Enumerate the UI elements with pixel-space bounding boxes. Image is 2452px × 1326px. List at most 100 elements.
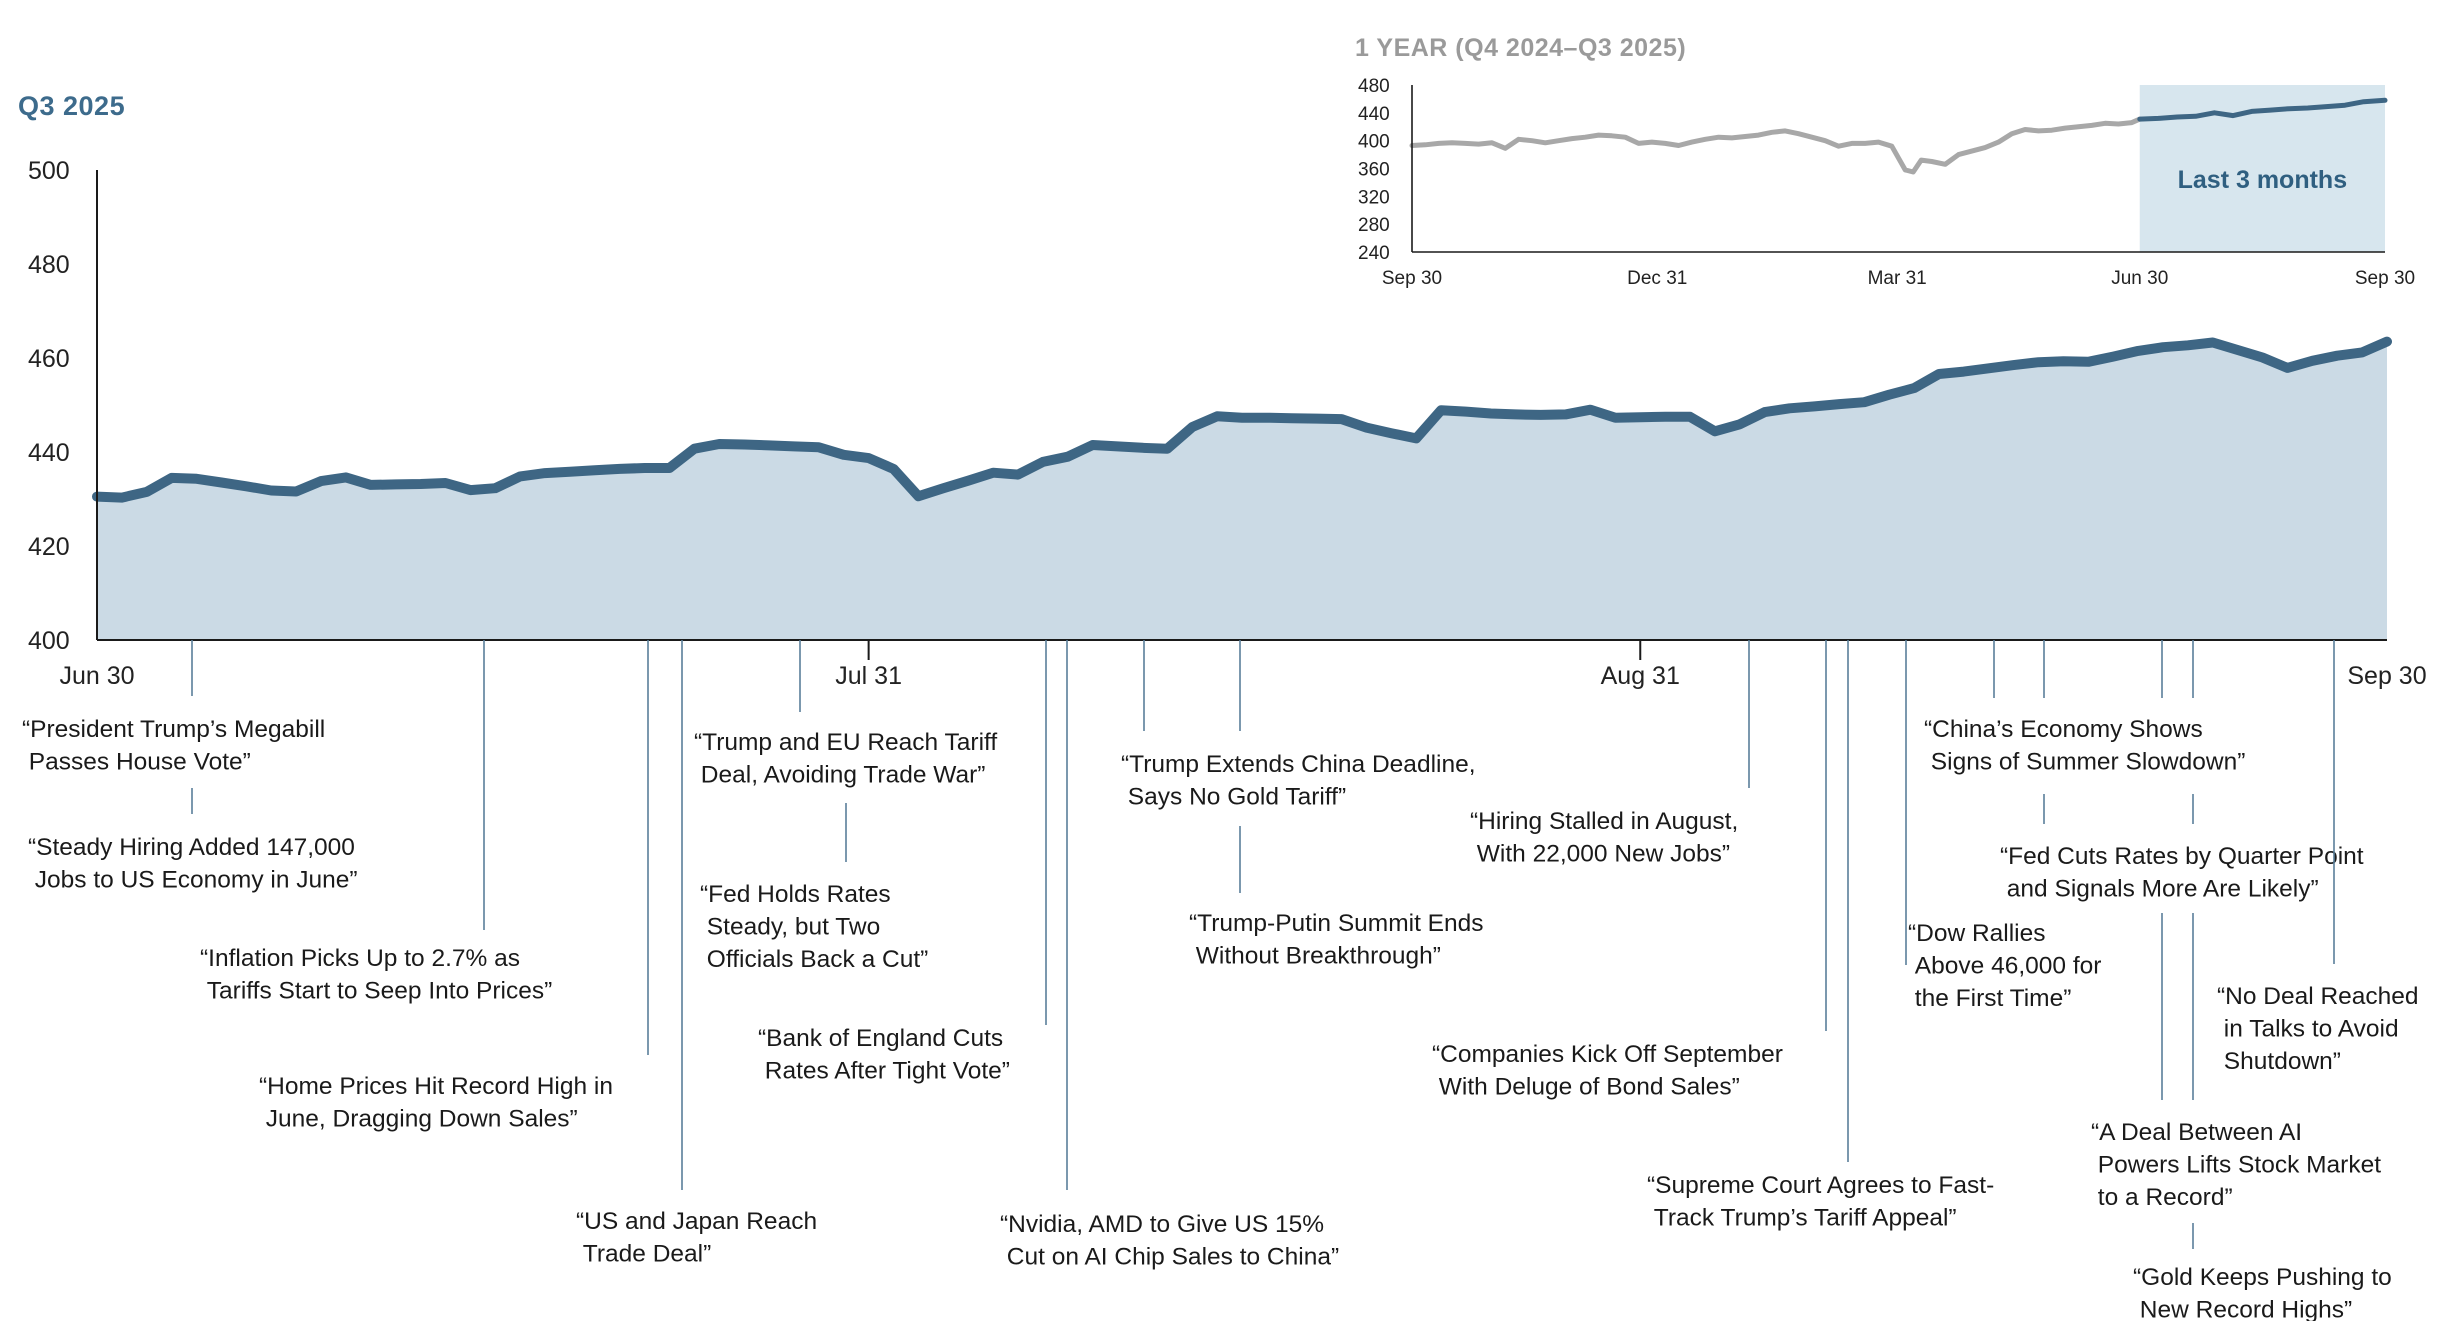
annotation-text: “Bank of England Cuts Rates After Tight …	[758, 1025, 1010, 1085]
inset-highlight-label: Last 3 months	[2178, 166, 2347, 194]
annotation-line: to a Record”	[2091, 1184, 2233, 1211]
main-axis-layer	[96, 170, 2387, 641]
annotation-line: Signs of Summer Slowdown”	[1924, 749, 2245, 776]
annotation: “No Deal Reached in Talks to Avoid Shutd…	[2217, 640, 2419, 1075]
inset-y-tick-label: 480	[1358, 76, 1390, 97]
inset-axis-layer	[1411, 85, 2385, 253]
annotation-line: Steady, but Two	[700, 914, 880, 941]
annotation-line: “Hiring Stalled in August,	[1470, 808, 1738, 835]
inset-x-tick-label: Sep 30	[1382, 268, 1442, 289]
annotation-line: “Bank of England Cuts	[758, 1025, 1003, 1052]
inset-x-tick-label: Sep 30	[2355, 268, 2415, 289]
inset-series-line-prior	[1409, 116, 2143, 175]
annotation-line: “Trump Extends China Deadline,	[1121, 751, 1476, 778]
annotation-line: Tariffs Start to Seep Into Prices”	[200, 978, 552, 1005]
annotation-line: Shutdown”	[2217, 1048, 2341, 1075]
inset-y-tick-label: 240	[1358, 243, 1390, 264]
annotation-text: “Gold Keeps Pushing to New Record Highs”	[2133, 1264, 2392, 1321]
annotation-text: “Inflation Picks Up to 2.7% as Tariffs S…	[200, 945, 552, 1005]
annotation-line: Cut on AI Chip Sales to China”	[1000, 1244, 1339, 1271]
annotation-text: “Hiring Stalled in August, With 22,000 N…	[1470, 808, 1738, 868]
inset-xtick-layer: Sep 30 Dec 31 Mar 31 Jun 30 Sep 30	[1382, 268, 2415, 289]
inset-y-tick-label: 360	[1358, 160, 1390, 181]
annotation-line: “Trump-Putin Summit Ends	[1189, 910, 1484, 937]
annotation: “Trump-Putin Summit Ends Without Breakth…	[1189, 640, 1484, 970]
main-x-tick-label: Aug 31	[1601, 662, 1680, 690]
annotation: “Fed Cuts Rates by Quarter Point and Sig…	[2000, 640, 2364, 903]
annotation: “Fed Holds Rates Steady, but Two Officia…	[700, 803, 928, 973]
annotation-text: “President Trump’s Megabill Passes House…	[22, 716, 325, 776]
main-chart-title: Q3 2025	[18, 91, 125, 121]
annotation-layer: “President Trump’s Megabill Passes House…	[22, 640, 2419, 1324]
annotation: “Bank of England Cuts Rates After Tight …	[758, 640, 1047, 1085]
main-y-tick-label: 500	[28, 157, 70, 185]
main-x-tick-label: Jun 30	[59, 662, 134, 690]
annotation-line: “Dow Rallies	[1908, 920, 2046, 947]
annotation: “Nvidia, AMD to Give US 15% Cut on AI Ch…	[1000, 640, 1339, 1271]
annotation-line: Rates After Tight Vote”	[758, 1058, 1010, 1085]
annotation-text: “Supreme Court Agrees to Fast- Track Tru…	[1647, 1172, 1994, 1232]
inset-ytick-layer: 480 440 400 360 320 280 240	[1358, 76, 1390, 264]
inset-line-layer	[1409, 97, 2388, 175]
annotation-line: With 22,000 New Jobs”	[1470, 841, 1730, 868]
annotation-line: “Supreme Court Agrees to Fast-	[1647, 1172, 1994, 1199]
annotation-line: “Gold Keeps Pushing to	[2133, 1264, 2392, 1291]
annotation-line: Without Breakthrough”	[1189, 943, 1441, 970]
main-y-tick-label: 400	[28, 627, 70, 655]
annotation-text: “China’s Economy Shows Signs of Summer S…	[1924, 716, 2245, 776]
annotation-line: June, Dragging Down Sales”	[259, 1106, 578, 1133]
inset-x-tick-label: Jun 30	[2111, 268, 2168, 289]
annotation-line: New Record Highs”	[2133, 1297, 2352, 1322]
inset-chart-title: 1 YEAR (Q4 2024–Q3 2025)	[1355, 34, 1686, 62]
main-y-tick-label: 420	[28, 533, 70, 561]
annotation: “Companies Kick Off September With Delug…	[1432, 640, 1827, 1101]
annotation-line: “Fed Holds Rates	[700, 881, 891, 908]
annotation-text: “Trump-Putin Summit Ends Without Breakth…	[1189, 910, 1484, 970]
annotation-text: “Fed Holds Rates Steady, but Two Officia…	[700, 881, 928, 973]
inset-x-tick-label: Mar 31	[1868, 268, 1927, 289]
main-area-layer	[92, 336, 2392, 640]
main-x-tick-label: Jul 31	[835, 662, 902, 690]
annotation: “China’s Economy Shows Signs of Summer S…	[1924, 640, 2245, 776]
main-xtick-layer: Jun 30 Jul 31 Aug 31 Sep 30	[59, 640, 2427, 690]
annotation: “Dow Rallies Above 46,000 for the First …	[1905, 640, 2101, 1012]
inset-y-tick-label: 320	[1358, 187, 1390, 208]
annotation: “Trump and EU Reach Tariff Deal, Avoidin…	[694, 640, 997, 789]
annotation: “Home Prices Hit Record High in June, Dr…	[259, 640, 649, 1133]
annotation-line: Deal, Avoiding Trade War”	[694, 762, 985, 789]
annotation-line: “President Trump’s Megabill	[22, 716, 325, 743]
inset-chart: 1 YEAR (Q4 2024–Q3 2025) Last 3 months 4…	[1355, 34, 2415, 289]
inset-y-tick-label: 440	[1358, 104, 1390, 125]
annotation-line: Passes House Vote”	[22, 749, 251, 776]
annotation-text: “Dow Rallies Above 46,000 for the First …	[1908, 920, 2101, 1012]
main-y-tick-label: 480	[28, 251, 70, 279]
main-chart: Q3 2025 500 480 460 440 420 400 Jun 30 Jul 31 A…	[18, 91, 2427, 1324]
annotation-text: “Trump and EU Reach Tariff Deal, Avoidin…	[694, 729, 997, 789]
annotation-line: “Companies Kick Off September	[1432, 1041, 1783, 1068]
annotation-line: “Nvidia, AMD to Give US 15%	[1000, 1211, 1324, 1238]
annotation-line: “Trump and EU Reach Tariff	[694, 729, 997, 756]
annotation-line: Says No Gold Tariff”	[1121, 784, 1346, 811]
main-y-tick-label: 440	[28, 439, 70, 467]
main-ytick-layer: 500 480 460 440 420 400	[28, 157, 70, 655]
main-x-tick-label: Sep 30	[2347, 662, 2426, 690]
annotation: “Gold Keeps Pushing to New Record Highs”	[2133, 640, 2392, 1324]
inset-y-tick-label: 400	[1358, 132, 1390, 153]
annotation: “Steady Hiring Added 147,000 Jobs to US …	[28, 788, 358, 894]
annotation-line: Trade Deal”	[576, 1241, 711, 1268]
annotation: “Inflation Picks Up to 2.7% as Tariffs S…	[200, 640, 552, 1005]
annotation-line: “Inflation Picks Up to 2.7% as	[200, 945, 520, 972]
annotation-line: Jobs to US Economy in June”	[28, 867, 358, 894]
annotation-line: and Signals More Are Likely”	[2000, 876, 2319, 903]
annotation-text: “Nvidia, AMD to Give US 15% Cut on AI Ch…	[1000, 1211, 1339, 1271]
annotation-line: Above 46,000 for	[1908, 953, 2101, 980]
annotation-text: “No Deal Reached in Talks to Avoid Shutd…	[2217, 983, 2419, 1075]
annotation-line: Powers Lifts Stock Market	[2091, 1152, 2381, 1179]
annotation-text: “Steady Hiring Added 147,000 Jobs to US …	[28, 834, 358, 894]
annotation-text: “Home Prices Hit Record High in June, Dr…	[259, 1073, 613, 1133]
annotation-text: “US and Japan Reach Trade Deal”	[576, 1208, 817, 1268]
annotation: “Supreme Court Agrees to Fast- Track Tru…	[1647, 640, 1994, 1232]
annotation: “US and Japan Reach Trade Deal”	[576, 640, 817, 1268]
